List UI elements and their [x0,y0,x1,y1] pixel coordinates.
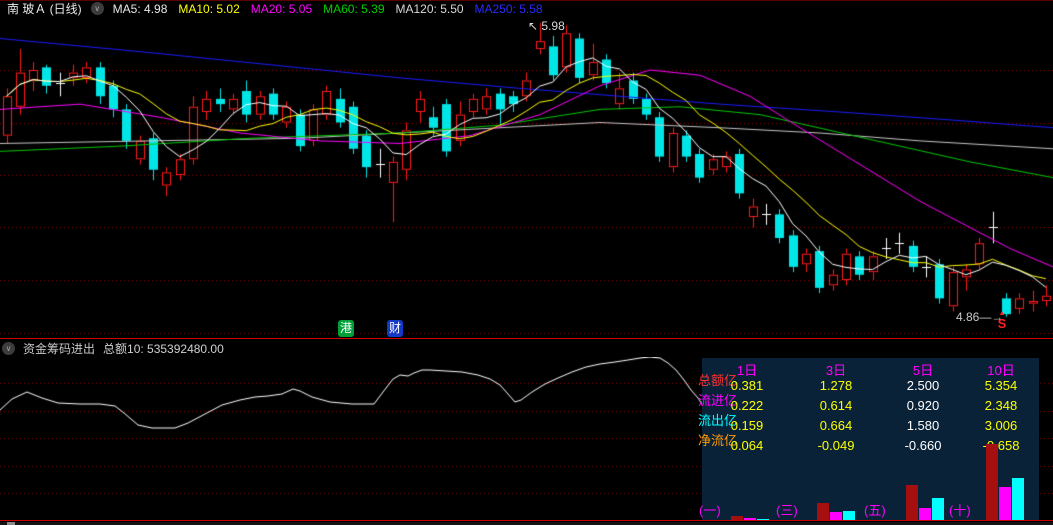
window-top-border [0,0,1053,1]
flow-value-cell: 0.064 [730,438,764,453]
bottom-axis-line [0,520,1053,521]
ma-legend: MA5: 4.98 MA10: 5.02 MA20: 5.05 MA60: 5.39 M… [113,2,543,16]
bar-group-label-1: (三) [776,503,798,518]
chevron-down-icon: ∨ [94,4,101,13]
flow-bar-1-group-0 [744,518,756,521]
flow-value-cell: 0.614 [819,398,853,413]
ma-label-MA120: MA120: 5.50 [395,1,464,16]
flow-bar-2-group-1 [843,511,855,521]
flow-bar-2-group-2 [932,498,944,521]
flow-bar-1-group-3 [999,487,1011,521]
flow-col-header-2: 5日 [912,363,934,378]
flow-value-cell: 1.278 [819,378,853,393]
flow-col-header-0: 1日 [736,363,758,378]
candlestick-chart-canvas[interactable] [0,16,1053,338]
flow-bar-0-group-2 [906,485,918,521]
up-left-arrow-icon: ↖ [528,19,539,33]
collapse-sub-chart-button[interactable]: ∨ [2,341,15,355]
flow-value-cell: 2.348 [984,398,1018,413]
flow-bar-0-group-0 [731,516,743,521]
scrollbar-thumb[interactable] [7,522,15,525]
flow-value-cell: 0.159 [730,418,764,433]
flow-value-cell: -0.049 [817,438,855,453]
flow-value-cell: 2.500 [906,378,940,393]
flow-value-cell: 0.664 [819,418,853,433]
event-marker-0[interactable]: 港 [338,320,354,337]
collapse-main-chart-button[interactable]: ∨ [90,2,104,15]
flow-bar-0-group-3 [986,444,998,521]
panel-divider [0,338,1053,339]
up-triangle-icon: ▲ [998,310,1006,317]
flow-col-header-3: 10日 [987,363,1015,378]
chevron-down-icon: ∨ [5,343,12,353]
bar-group-label-0: (一) [699,503,721,518]
flow-bar-1-group-2 [919,508,931,521]
flow-value-cell: 1.580 [906,418,940,433]
sell-signal-letter: S [997,316,1007,331]
flow-col-header-1: 3日 [825,363,847,378]
bar-group-label-3: (十) [949,503,971,518]
horizontal-scrollbar[interactable] [0,522,1053,525]
main-chart-header: 南 玻Ａ (日线) ∨ MA5: 4.98 MA10: 5.02 MA20: 5.0… [0,1,1053,17]
low-price-value: 4.86 [956,310,980,324]
event-marker-1[interactable]: 财 [387,320,403,337]
flow-bar-2-group-3 [1012,478,1024,521]
bar-group-label-2: (五) [864,503,886,518]
sell-signal-marker: ▲ S [995,310,1009,331]
ma-label-MA250: MA250: 5.58 [474,1,543,16]
ma-label-MA60: MA60: 5.39 [323,1,385,16]
capital-flow-header: ∨ 资金筹码进出 总额10: 535392480.00 [0,339,1053,357]
flow-value-cell: 0.381 [730,378,764,393]
flow-value-cell: 5.354 [984,378,1018,393]
flow-row-label-2: 流出亿 [698,413,738,428]
flow-value-cell: 0.222 [730,398,764,413]
flow-row-label-0: 总额亿 [698,373,738,388]
right-arrow-icon: —→ [979,310,1004,324]
flow-row-label-1: 流进亿 [698,393,738,408]
flow-bar-1-group-1 [830,512,842,521]
flow-value-cell: 3.006 [984,418,1018,433]
flow-row-label-3: 净流亿 [698,433,738,448]
stock-title: 南 玻Ａ (日线) [7,2,82,16]
flow-bar-0-group-1 [817,503,829,521]
ma-label-MA5: MA5: 4.98 [112,1,168,16]
ma-label-MA20: MA20: 5.05 [250,1,313,16]
flow-value-cell: -0.658 [982,438,1020,453]
indicator-title: 资金筹码进出 [23,341,96,356]
low-price-annotation: 4.86—→ [956,310,1003,324]
indicator-total-value: 总额10: 535392480.00 [103,341,224,356]
high-price-value: 5.98 [541,19,565,33]
high-price-annotation: ↖ 5.98 [528,19,565,33]
flow-value-cell: 0.920 [906,398,940,413]
flow-value-cell: -0.660 [904,438,942,453]
ma-label-MA10: MA10: 5.02 [178,1,240,16]
capital-flow-table-panel: 1日 3日 5日 10日总额亿 0.381 1.278 2.500 5.354 流进亿 0.222… [698,358,1039,521]
